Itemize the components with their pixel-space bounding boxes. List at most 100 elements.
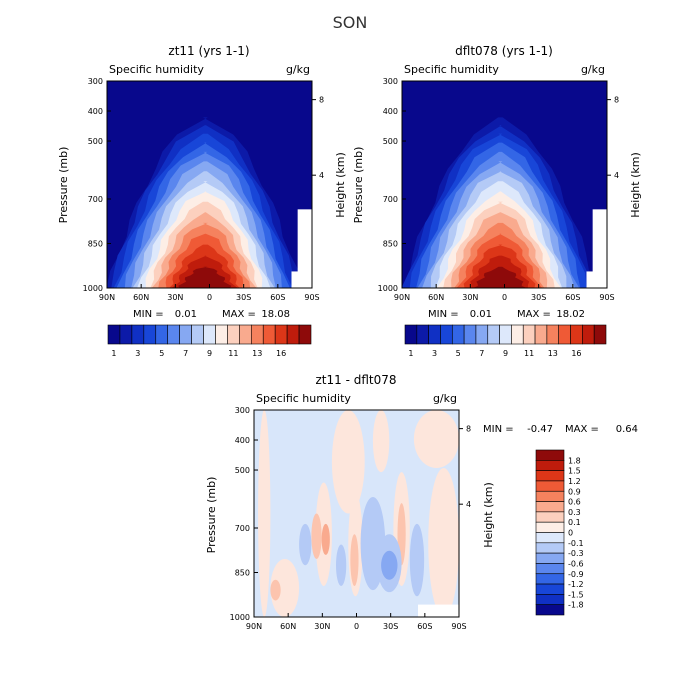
- colorbar-label: 1.5: [568, 467, 581, 476]
- y-right-tick-label: 8: [614, 96, 619, 105]
- colorbar-label: 0.3: [568, 508, 581, 517]
- x-tick-label: 30N: [167, 293, 183, 302]
- colorbar-label: 9: [207, 349, 212, 358]
- min-value: 0.01: [470, 309, 492, 320]
- y-tick-label: 850: [88, 239, 103, 248]
- y-tick-label: 850: [235, 568, 250, 577]
- colorbar-swatch: [535, 583, 565, 595]
- colorbar-swatch: [262, 324, 276, 345]
- max-value: 18.02: [556, 309, 585, 320]
- field-band: [270, 559, 300, 617]
- field-band: [336, 544, 347, 586]
- terrain-mask: [592, 209, 607, 288]
- field-band: [372, 410, 390, 473]
- max-label: MAX =: [222, 309, 256, 320]
- colorbar-swatch: [535, 470, 565, 482]
- y-tick-label: 400: [235, 436, 250, 445]
- humidity-field: [402, 81, 607, 288]
- panel-title: dflt078 (yrs 1-1): [455, 44, 553, 58]
- colorbar-swatch: [167, 324, 180, 345]
- axes: 90N 60N 30N 0 30S 60S 90S 300 400 500 700 850 1000 8 4: [83, 77, 324, 302]
- axes: 90N 60N 30N 0 30S 60S 90S 300 400 500 700 850 1000 8 4: [378, 77, 619, 302]
- colorbar-swatch: [582, 324, 595, 345]
- field-band: [413, 410, 459, 468]
- terrain-mask: [297, 209, 312, 288]
- field-band: [472, 266, 527, 288]
- y-tick-label: 300: [88, 77, 103, 86]
- y-right-tick-label: 4: [319, 171, 324, 180]
- x-tick-label: 90S: [304, 293, 319, 302]
- colorbar-swatch: [535, 449, 565, 461]
- y-tick-label: 700: [88, 195, 103, 204]
- min-label: MIN =: [428, 309, 459, 320]
- colorbar-label: 0.1: [568, 518, 581, 527]
- colorbar-swatch: [463, 324, 477, 345]
- y-right-tick-label: 4: [466, 500, 471, 509]
- y-axis-right-label: Height (km): [482, 482, 495, 548]
- y-right-tick-label: 8: [466, 425, 471, 434]
- max-value: 18.08: [261, 309, 290, 320]
- colorbar-swatch: [535, 552, 565, 564]
- colorbar-swatch: [535, 501, 565, 513]
- field-band: [428, 467, 459, 617]
- y-axis-right-label: Height (km): [334, 152, 347, 218]
- x-tick-label: 90N: [394, 293, 410, 302]
- colorbar-swatch: [570, 324, 583, 345]
- colorbar-swatch: [535, 521, 565, 533]
- colorbar-label: 1.8: [568, 456, 581, 465]
- colorbar-swatch: [451, 324, 465, 345]
- colorbar-swatch: [535, 542, 565, 554]
- colorbar-swatch: [143, 324, 157, 345]
- y-tick-label: 300: [235, 406, 250, 415]
- colorbar-swatch: [404, 324, 418, 345]
- colorbar-label: -0.6: [568, 559, 584, 568]
- colorbar-swatch: [250, 324, 264, 345]
- units-label: g/kg: [286, 63, 310, 76]
- colorbar-swatch: [535, 563, 565, 575]
- terrain-mask: [291, 271, 312, 288]
- colorbar-label: 16: [571, 349, 581, 358]
- x-tick-label: 30N: [314, 622, 330, 631]
- colorbar-swatch: [535, 532, 565, 544]
- panel-difference: zt11 - dflt078 Specific humidity g/kg 90…: [205, 373, 638, 631]
- colorbar-label: 11: [228, 349, 238, 358]
- colorbar-swatch: [546, 324, 560, 345]
- x-tick-label: 60S: [565, 293, 580, 302]
- colorbar-swatch: [274, 324, 288, 345]
- y-tick-label: 500: [235, 466, 250, 475]
- x-tick-label: 60N: [428, 293, 444, 302]
- colorbar-label: 13: [252, 349, 262, 358]
- panel-title: zt11 - dflt078: [315, 373, 396, 387]
- y-tick-label: 300: [383, 77, 398, 86]
- colorbar-label: 7: [183, 349, 188, 358]
- field-band: [270, 579, 281, 601]
- y-tick-label: 1000: [230, 613, 250, 622]
- y-tick-label: 1000: [378, 284, 398, 293]
- field-band: [311, 513, 322, 560]
- colorbar-label: -1.8: [568, 601, 584, 610]
- colorbar-label: -0.9: [568, 570, 584, 579]
- field-band: [178, 266, 232, 288]
- colorbar: 1 3 5 7 9 11 13 16: [107, 324, 312, 358]
- y-axis-label: Pressure (mb): [352, 147, 365, 224]
- colorbar: 1 3 5 7 9 11 13 16: [404, 324, 607, 358]
- panel-dflt078: dflt078 (yrs 1-1) Specific humidity g/kg…: [352, 44, 642, 358]
- colorbar-swatch: [534, 324, 548, 345]
- x-tick-label: 90S: [599, 293, 614, 302]
- colorbar-swatch: [227, 324, 240, 345]
- colorbar-label: -1.5: [568, 590, 584, 599]
- field-band: [350, 534, 359, 586]
- min-label: MIN =: [133, 309, 164, 320]
- colorbar-label: 11: [524, 349, 534, 358]
- colorbar-swatch: [440, 324, 453, 345]
- colorbar-swatch: [239, 324, 252, 345]
- colorbar-label: 16: [276, 349, 286, 358]
- x-tick-label: 0: [207, 293, 212, 302]
- colorbar-swatch: [428, 324, 441, 345]
- colorbar-swatch: [286, 324, 300, 345]
- colorbar-swatch: [107, 324, 121, 345]
- x-tick-label: 30N: [462, 293, 478, 302]
- y-tick-label: 400: [383, 107, 398, 116]
- terrain-mask: [586, 271, 607, 288]
